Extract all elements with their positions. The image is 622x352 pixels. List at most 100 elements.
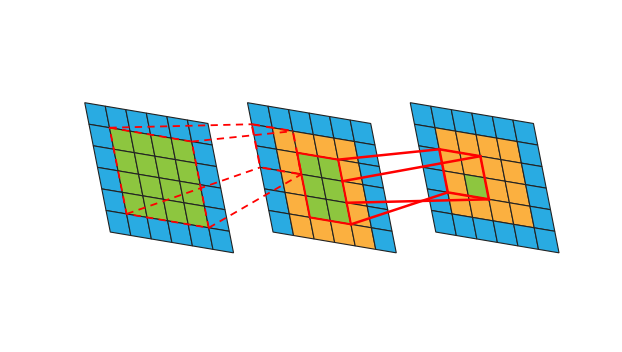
Polygon shape <box>530 206 555 231</box>
Polygon shape <box>334 138 359 163</box>
Polygon shape <box>184 203 209 228</box>
Polygon shape <box>322 178 346 203</box>
Polygon shape <box>468 196 493 221</box>
Polygon shape <box>164 199 188 224</box>
Polygon shape <box>205 206 230 231</box>
Polygon shape <box>269 210 294 235</box>
Polygon shape <box>371 228 396 253</box>
Polygon shape <box>188 224 213 249</box>
Polygon shape <box>167 117 192 142</box>
Polygon shape <box>123 193 147 218</box>
Polygon shape <box>514 224 539 249</box>
Polygon shape <box>363 185 388 210</box>
Polygon shape <box>350 120 375 145</box>
Polygon shape <box>134 153 159 178</box>
Polygon shape <box>427 189 452 214</box>
Polygon shape <box>89 124 114 149</box>
Polygon shape <box>517 142 542 166</box>
Polygon shape <box>355 142 379 166</box>
Polygon shape <box>346 203 371 228</box>
Polygon shape <box>268 106 293 131</box>
Polygon shape <box>423 167 448 193</box>
Polygon shape <box>309 113 334 138</box>
Polygon shape <box>343 181 367 206</box>
Polygon shape <box>485 178 509 203</box>
Polygon shape <box>147 218 172 243</box>
Polygon shape <box>155 156 180 181</box>
Polygon shape <box>505 181 530 206</box>
Polygon shape <box>489 199 514 224</box>
Polygon shape <box>139 174 164 199</box>
Polygon shape <box>493 117 517 142</box>
Polygon shape <box>209 228 233 253</box>
Polygon shape <box>93 146 118 171</box>
Polygon shape <box>109 128 134 153</box>
Polygon shape <box>472 113 496 138</box>
Polygon shape <box>439 149 464 174</box>
Polygon shape <box>146 113 171 138</box>
Polygon shape <box>297 153 322 178</box>
Polygon shape <box>289 109 313 134</box>
Polygon shape <box>509 203 534 228</box>
Polygon shape <box>330 117 355 142</box>
Polygon shape <box>452 109 476 134</box>
Polygon shape <box>473 218 498 243</box>
Polygon shape <box>289 214 314 239</box>
Polygon shape <box>98 167 123 193</box>
Polygon shape <box>310 218 335 243</box>
Polygon shape <box>200 185 225 210</box>
Polygon shape <box>272 128 297 153</box>
Polygon shape <box>305 196 330 221</box>
Polygon shape <box>196 163 221 188</box>
Polygon shape <box>105 106 130 131</box>
Polygon shape <box>448 193 473 218</box>
Polygon shape <box>85 103 109 128</box>
Polygon shape <box>496 138 521 163</box>
Polygon shape <box>419 146 443 171</box>
Polygon shape <box>175 160 200 185</box>
Polygon shape <box>330 221 355 246</box>
Polygon shape <box>521 163 546 188</box>
Polygon shape <box>252 124 277 149</box>
Polygon shape <box>431 106 455 131</box>
Polygon shape <box>526 185 550 210</box>
Polygon shape <box>293 131 318 156</box>
Polygon shape <box>130 131 155 156</box>
Polygon shape <box>435 128 460 153</box>
Polygon shape <box>534 228 559 253</box>
Polygon shape <box>359 163 384 188</box>
Polygon shape <box>285 193 310 218</box>
Polygon shape <box>118 171 143 196</box>
Polygon shape <box>126 109 151 134</box>
Polygon shape <box>159 178 184 203</box>
Polygon shape <box>260 167 285 193</box>
Polygon shape <box>443 171 468 196</box>
Polygon shape <box>102 189 126 214</box>
Polygon shape <box>455 131 480 156</box>
Polygon shape <box>432 210 457 235</box>
Polygon shape <box>338 160 363 185</box>
Polygon shape <box>464 174 489 199</box>
Polygon shape <box>168 221 192 246</box>
Polygon shape <box>256 146 281 171</box>
Polygon shape <box>460 153 485 178</box>
Polygon shape <box>318 156 343 181</box>
Polygon shape <box>151 134 175 160</box>
Polygon shape <box>411 103 435 128</box>
Polygon shape <box>171 138 196 163</box>
Polygon shape <box>480 156 505 181</box>
Polygon shape <box>281 171 305 196</box>
Polygon shape <box>452 214 477 239</box>
Polygon shape <box>367 206 392 231</box>
Polygon shape <box>248 103 272 128</box>
Polygon shape <box>192 142 216 166</box>
Polygon shape <box>501 160 526 185</box>
Polygon shape <box>187 120 212 145</box>
Polygon shape <box>126 214 151 239</box>
Polygon shape <box>513 120 537 145</box>
Polygon shape <box>301 174 326 199</box>
Polygon shape <box>277 149 301 174</box>
Polygon shape <box>180 181 205 206</box>
Polygon shape <box>326 199 351 224</box>
Polygon shape <box>143 196 168 221</box>
